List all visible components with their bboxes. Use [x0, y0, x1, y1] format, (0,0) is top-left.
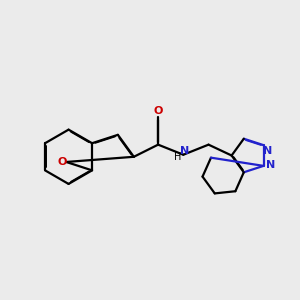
Text: O: O [58, 157, 67, 167]
Text: N: N [266, 160, 275, 170]
Text: N: N [180, 146, 189, 156]
Text: H: H [174, 152, 182, 162]
Text: O: O [153, 106, 163, 116]
Text: N: N [263, 146, 272, 156]
